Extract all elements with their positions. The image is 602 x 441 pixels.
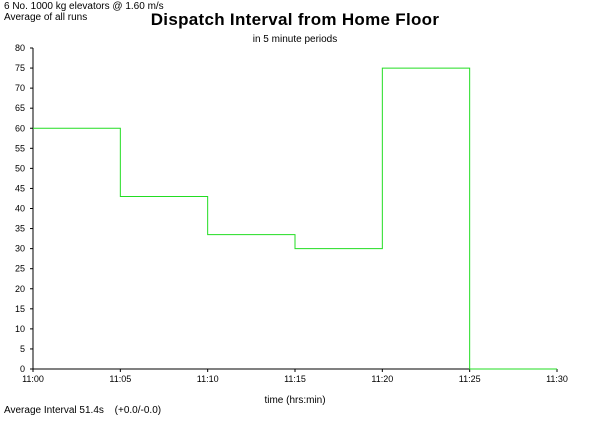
y-tick-label: 15 <box>15 304 25 314</box>
average-interval-delta: (+0.0/-0.0) <box>114 405 162 416</box>
x-tick-label: 11:05 <box>109 374 131 384</box>
series-group <box>33 67 557 370</box>
chart-info-line-2: Average of all runs <box>4 12 88 23</box>
x-tick-label: 11:25 <box>459 374 481 384</box>
y-tick-label: 45 <box>15 183 25 193</box>
x-axis-ticks: 11:00 11:05 11:10 11:15 11:20 11:25 11:30 <box>22 369 568 384</box>
chart-subtitle: in 5 minute periods <box>252 34 338 45</box>
chart-title: Dispatch Interval from Home Floor <box>150 10 440 29</box>
y-tick-label: 75 <box>15 63 25 73</box>
x-tick-label: 11:10 <box>197 374 219 384</box>
dispatch-interval-series <box>33 67 557 370</box>
y-tick-label: 0 <box>20 364 25 374</box>
y-tick-label: 40 <box>15 204 25 214</box>
x-tick-label: 11:20 <box>371 374 393 384</box>
y-tick-label: 65 <box>15 103 25 113</box>
x-axis-label: time (hrs:min) <box>264 395 325 406</box>
y-tick-label: 30 <box>15 244 25 254</box>
footer-summary: Average Interval 51.4s (+0.0/-0.0) <box>4 405 169 416</box>
average-interval-text: Average Interval 51.4s <box>4 405 104 416</box>
y-tick-label: 35 <box>15 224 25 234</box>
y-tick-label: 55 <box>15 143 25 153</box>
y-tick-label: 20 <box>15 284 25 294</box>
y-axis-ticks: 0 5 10 15 20 25 30 35 40 45 50 55 60 65 70 75 80 <box>15 43 33 374</box>
y-tick-label: 25 <box>15 264 25 274</box>
y-tick-label: 70 <box>15 83 25 93</box>
x-tick-label: 11:30 <box>546 374 568 384</box>
chart-info-line-1: 6 No. 1000 kg elevators @ 1.60 m/s <box>4 1 164 12</box>
y-tick-label: 80 <box>15 43 25 53</box>
y-tick-label: 60 <box>15 123 25 133</box>
y-tick-label: 50 <box>15 163 25 173</box>
x-tick-label: 11:00 <box>22 374 44 384</box>
y-tick-label: 10 <box>15 324 25 334</box>
y-tick-label: 5 <box>20 344 25 354</box>
x-tick-label: 11:15 <box>284 374 306 384</box>
